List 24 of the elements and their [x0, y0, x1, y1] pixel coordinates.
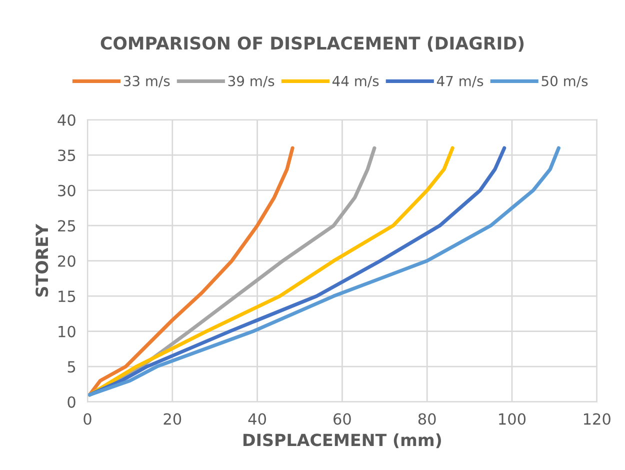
legend-label: 47 m/s [436, 76, 484, 88]
y-tick-label: 40 [58, 114, 76, 126]
y-tick-label: 20 [58, 255, 76, 267]
y-tick-label: 30 [58, 184, 76, 196]
x-tick-label: 0 [84, 413, 92, 425]
x-tick-label: 100 [499, 413, 526, 425]
chart-title: COMPARISON OF DISPLACEMENT (DIAGRID) [100, 36, 524, 52]
x-tick-label: 20 [164, 413, 182, 425]
legend-label: 44 m/s [332, 76, 379, 88]
x-tick-label: 40 [248, 413, 266, 425]
y-tick-label: 25 [58, 220, 76, 232]
y-tick-label: 35 [58, 150, 76, 162]
legend-label: 50 m/s [542, 76, 588, 88]
legend-label: 33 m/s [124, 76, 170, 88]
legend-label: 39 m/s [228, 76, 274, 88]
x-axis-title: DISPLACEMENT (mm) [243, 433, 441, 448]
y-tick-label: 0 [68, 396, 76, 408]
x-tick-label: 120 [584, 413, 610, 425]
x-tick-label: 60 [334, 413, 351, 425]
x-tick-label: 80 [418, 413, 436, 425]
y-tick-label: 10 [58, 326, 76, 338]
y-tick-label: 5 [68, 361, 76, 373]
y-axis-title: STOREY [36, 224, 48, 297]
y-tick-label: 15 [58, 290, 76, 302]
